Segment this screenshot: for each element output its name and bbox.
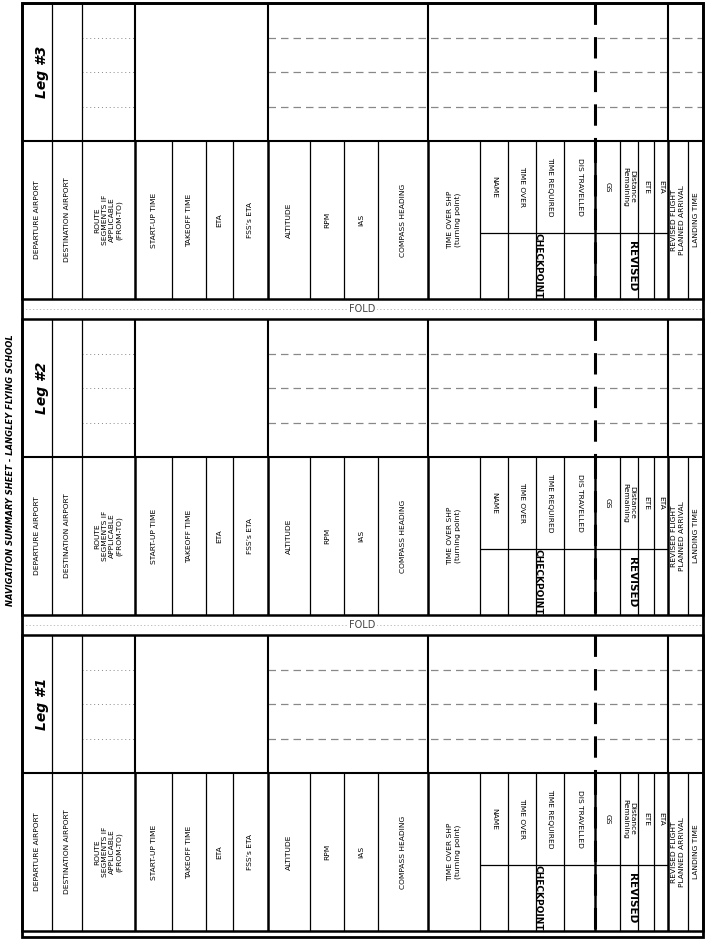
Text: COMPASS HEADING: COMPASS HEADING [400,815,406,888]
Text: TIME OVER SHP
(turning point): TIME OVER SHP (turning point) [447,191,461,249]
Text: ALTITUDE: ALTITUDE [286,202,292,238]
Text: LANDING TIME: LANDING TIME [692,824,699,880]
Text: TIME OVER SHP
(turning point): TIME OVER SHP (turning point) [447,822,461,881]
Text: REVISED: REVISED [627,241,637,291]
Text: RPM: RPM [324,212,330,228]
Text: TIME OVER: TIME OVER [519,482,525,524]
Text: Leg #2: Leg #2 [35,362,49,415]
Text: NAVIGATION SUMMARY SHEET - LANGLEY FLYING SCHOOL: NAVIGATION SUMMARY SHEET - LANGLEY FLYIN… [6,334,16,606]
Text: NAME: NAME [491,176,497,197]
Text: NAME: NAME [491,807,497,830]
Text: RPM: RPM [324,528,330,544]
Bar [22,635,703,931]
Text: ALTITUDE: ALTITUDE [286,835,292,870]
Text: CHECKPOINT: CHECKPOINT [533,233,542,299]
Text: ETE: ETE [643,812,649,826]
Text: START-UP TIME: START-UP TIME [150,193,157,247]
Text: DESTINATION AIRPORT: DESTINATION AIRPORT [64,809,70,894]
Text: Leg #3: Leg #3 [35,46,49,98]
Text: COMPASS HEADING: COMPASS HEADING [400,183,406,257]
Text: ETA: ETA [658,180,664,194]
Text: DIS TRAVELLED: DIS TRAVELLED [577,790,582,848]
Text: Distance
Remaining: Distance Remaining [623,799,635,838]
Text: IAS: IAS [358,214,364,226]
Text: TIME OVER SHP
(turning point): TIME OVER SHP (turning point) [447,507,461,565]
Text: ETE: ETE [643,495,649,509]
Text: DIS TRAVELLED: DIS TRAVELLED [577,474,582,532]
Text: TIME REQUIRED: TIME REQUIRED [547,789,553,849]
Text: TIME OVER: TIME OVER [519,166,525,208]
Bar [22,319,703,615]
Text: TAKEOFF TIME: TAKEOFF TIME [186,509,192,563]
Text: NAME: NAME [491,492,497,514]
Text: REVISED FLIGHT
PLANNED ARRIVAL: REVISED FLIGHT PLANNED ARRIVAL [671,185,685,255]
Text: FOLD: FOLD [349,304,376,314]
Text: ROUTE
SEGMENTS IF
APPLICABLE
(FROM-TO): ROUTE SEGMENTS IF APPLICABLE (FROM-TO) [94,510,122,561]
Text: Distance
Remaining: Distance Remaining [623,483,635,523]
Text: DEPARTURE AIRPORT: DEPARTURE AIRPORT [34,812,40,891]
Text: DESTINATION AIRPORT: DESTINATION AIRPORT [64,494,70,578]
Text: COMPASS HEADING: COMPASS HEADING [400,499,406,572]
Text: TAKEOFF TIME: TAKEOFF TIME [186,194,192,246]
Text: TAKEOFF TIME: TAKEOFF TIME [186,825,192,879]
Text: RPM: RPM [324,844,330,860]
Text: CHECKPOINT: CHECKPOINT [533,865,542,931]
Text: DESTINATION AIRPORT: DESTINATION AIRPORT [64,178,70,262]
Text: ALTITUDE: ALTITUDE [286,518,292,554]
Text: DEPARTURE AIRPORT: DEPARTURE AIRPORT [34,180,40,259]
Text: FSS’s ETA: FSS’s ETA [247,518,254,554]
Text: FSS’s ETA: FSS’s ETA [247,202,254,238]
Text: DEPARTURE AIRPORT: DEPARTURE AIRPORT [34,496,40,575]
Text: START-UP TIME: START-UP TIME [150,824,157,880]
Text: LANDING TIME: LANDING TIME [692,509,699,563]
Text: REVISED: REVISED [627,872,637,923]
Text: DIS TRAVELLED: DIS TRAVELLED [577,158,582,216]
Text: ROUTE
SEGMENTS IF
APPLICABLE
(FROM-TO): ROUTE SEGMENTS IF APPLICABLE (FROM-TO) [94,195,122,245]
Text: Leg #1: Leg #1 [35,678,49,730]
Text: TIME OVER: TIME OVER [519,798,525,839]
Text: ETA: ETA [216,213,223,227]
Text: REVISED FLIGHT
PLANNED ARRIVAL: REVISED FLIGHT PLANNED ARRIVAL [671,817,685,886]
Text: REVISED FLIGHT
PLANNED ARRIVAL: REVISED FLIGHT PLANNED ARRIVAL [671,501,685,571]
Text: IAS: IAS [358,846,364,858]
Text: TIME REQUIRED: TIME REQUIRED [547,157,553,216]
Text: TIME REQUIRED: TIME REQUIRED [547,473,553,533]
Text: Distance
Remaining: Distance Remaining [623,167,635,207]
Bar [22,3,703,299]
Text: FOLD: FOLD [349,620,376,630]
Text: ROUTE
SEGMENTS IF
APPLICABLE
(FROM-TO): ROUTE SEGMENTS IF APPLICABLE (FROM-TO) [94,827,122,877]
Text: GS: GS [604,814,611,824]
Text: REVISED: REVISED [627,556,637,607]
Text: ETA: ETA [658,812,664,825]
Text: ETA: ETA [216,845,223,859]
Text: CHECKPOINT: CHECKPOINT [533,549,542,615]
Text: ETA: ETA [216,529,223,543]
Text: LANDING TIME: LANDING TIME [692,193,699,247]
Text: GS: GS [604,497,611,508]
Text: START-UP TIME: START-UP TIME [150,509,157,564]
Text: ETA: ETA [658,496,664,509]
Text: GS: GS [604,181,611,192]
Text: FSS’s ETA: FSS’s ETA [247,834,254,870]
Text: IAS: IAS [358,530,364,542]
Text: ETE: ETE [643,180,649,194]
